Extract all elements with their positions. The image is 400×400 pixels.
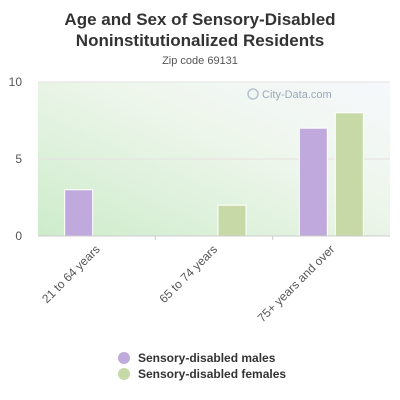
x-category-label-0: 21 to 64 years <box>39 242 103 306</box>
bar-males-2 <box>298 127 328 237</box>
legend-swatch-males <box>118 352 130 364</box>
legend-swatch-females <box>118 368 130 380</box>
y-tick-label-0: 0 <box>15 229 22 243</box>
watermark-text: City-Data.com <box>262 89 332 101</box>
chart-title-line-2: Noninstitutionalized Residents <box>75 31 325 50</box>
legend-item-females: Sensory-disabled females <box>118 366 286 382</box>
bar-females-1 <box>217 204 247 237</box>
grid-lines <box>38 81 390 160</box>
bars <box>64 112 364 237</box>
chart-subtitle: Zip code 69131 <box>162 55 238 67</box>
watermark: City-Data.com <box>247 88 332 101</box>
legend: Sensory-disabled males Sensory-disabled … <box>118 350 286 382</box>
watermark-icon <box>247 88 259 100</box>
chart-title: Age and Sex of Sensory-Disabled Noninsti… <box>0 9 400 51</box>
legend-label-females: Sensory-disabled females <box>138 367 287 381</box>
bar-females-2 <box>334 112 364 237</box>
legend-item-males: Sensory-disabled males <box>118 350 286 366</box>
bar-males-0 <box>64 189 94 237</box>
legend-label-males: Sensory-disabled males <box>138 351 276 365</box>
x-category-label-1: 65 to 74 years <box>156 242 220 306</box>
x-category-label-2: 75+ years and over <box>255 242 338 325</box>
y-tick-label-10: 10 <box>9 75 23 89</box>
y-tick-label-5: 5 <box>15 152 22 166</box>
chart-title-line-1: Age and Sex of Sensory-Disabled <box>64 10 336 29</box>
